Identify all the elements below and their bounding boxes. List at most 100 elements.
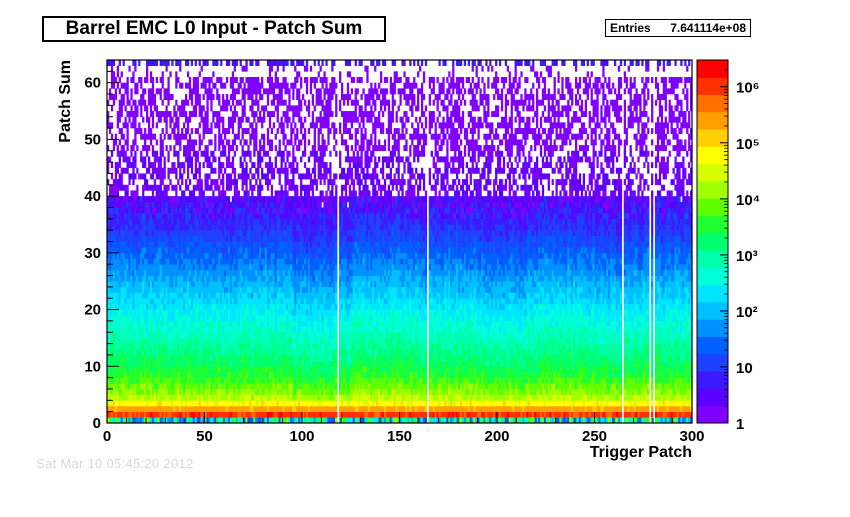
heatmap-cell [276,315,279,322]
heatmap-cell [175,264,178,271]
heatmap-cell [181,213,184,220]
heatmap-cell [108,366,112,373]
heatmap-cell [284,354,287,361]
heatmap-cell [208,298,211,305]
heatmap-cell [161,366,164,373]
heatmap-cell [204,179,207,186]
heatmap-cell [251,82,254,89]
heatmap-cell [268,201,272,208]
heatmap-cell [220,383,223,390]
heatmap-cell [175,150,178,157]
heatmap-cell [253,82,256,89]
heatmap-cell [110,388,114,395]
heatmap-cell [276,252,279,259]
heatmap-cell [276,360,279,367]
heatmap-cell [245,326,248,333]
heatmap-cell [169,145,172,152]
heatmap-cell [247,371,250,378]
heatmap-cell [140,77,143,83]
heatmap-cell [138,235,141,242]
heatmap-cell [140,269,143,276]
heatmap-cell [202,360,205,367]
heatmap-cell [107,320,110,327]
heatmap-cell [239,207,242,214]
heatmap-cell [261,303,264,310]
heatmap-cell [108,343,112,350]
heatmap-cell [134,133,137,140]
heatmap-cell [173,196,176,203]
heatmap-cell [142,133,145,140]
heatmap-cell [185,247,188,254]
heatmap-cell [107,343,110,350]
heatmap-cell [177,258,180,265]
heatmap-cell [108,207,112,214]
heatmap-cell [220,371,223,378]
heatmap-cell [202,190,205,197]
heatmap-cell [253,252,256,259]
heatmap-cell [280,224,283,231]
heatmap-cell [253,411,256,418]
heatmap-cell [255,247,258,254]
heatmap-cell [136,417,139,424]
heatmap-cell [186,400,190,407]
heatmap-cell [263,394,266,401]
heatmap-cell [108,332,112,339]
heatmap-cell [243,377,246,384]
heatmap-cell [210,235,213,242]
heatmap-cell [245,264,248,271]
heatmap-cell [241,269,244,276]
heatmap-cell [120,128,123,135]
heatmap-cell [202,258,205,265]
heatmap-cell [163,400,166,407]
heatmap-cell [274,332,277,339]
heatmap-cell [146,394,149,401]
heatmap-cell [140,298,143,305]
heatmap-cell [108,405,112,412]
heatmap-cell [220,196,223,203]
heatmap-cell [153,354,157,361]
heatmap-cell [229,218,233,225]
heatmap-cell [249,139,252,146]
heatmap-cell [286,150,289,157]
heatmap-cell [288,201,291,208]
heatmap-cell [255,218,258,225]
heatmap-cell [112,371,116,378]
heatmap-cell [138,196,141,203]
heatmap-cell [107,354,110,361]
heatmap-cell [194,298,197,305]
heatmap-cell [183,269,186,276]
heatmap-cell [163,213,166,220]
heatmap-cell [261,394,264,401]
heatmap-cell [270,377,274,384]
heatmap-cell [124,417,127,424]
heatmap-cell [190,258,194,265]
heatmap-cell [255,371,258,378]
heatmap-cell [251,128,254,135]
heatmap-cell [124,281,127,288]
heatmap-cell [224,309,227,316]
heatmap-cell [280,354,283,361]
heatmap-cell [229,377,233,384]
heatmap-cell [165,94,168,100]
heatmap-cell [167,111,170,118]
heatmap-cell [108,292,112,299]
heatmap-cell [239,320,242,327]
heatmap-cell [169,388,172,395]
heatmap-cell [231,201,235,208]
heatmap-cell [235,360,238,367]
heatmap-cell [200,111,203,118]
heatmap-cell [138,213,141,220]
heatmap-cell [165,275,168,282]
heatmap-cell [212,247,215,254]
heatmap-cell [173,122,176,129]
heatmap-cell [108,388,112,395]
heatmap-cell [268,332,272,339]
heatmap-cell [173,150,176,157]
heatmap-cell [245,320,248,327]
heatmap-cell [198,337,201,344]
heatmap-cell [231,82,235,89]
heatmap-cell [253,88,256,95]
heatmap-cell [208,77,211,83]
heatmap-cell [249,405,252,412]
heatmap-cell [167,292,170,299]
